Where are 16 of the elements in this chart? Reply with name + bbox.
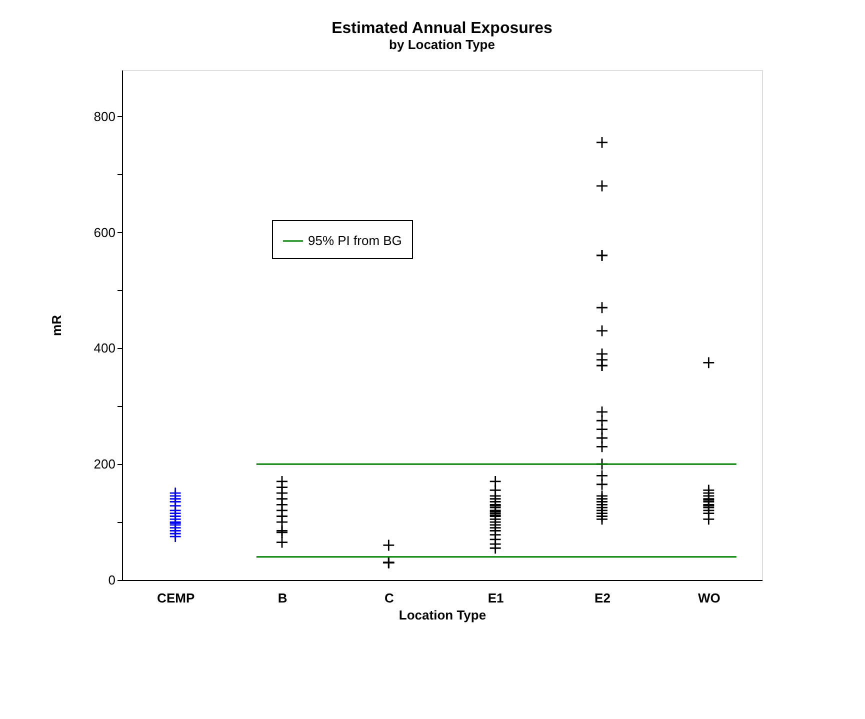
y-axis-title: mR xyxy=(48,314,64,336)
x-tick-label: B xyxy=(278,590,288,606)
x-tick-label: C xyxy=(384,590,394,606)
y-tick-label: 600 xyxy=(94,224,116,240)
x-tick-label: E1 xyxy=(488,590,504,606)
y-tick-label: 200 xyxy=(94,456,116,472)
x-axis-title: Location Type xyxy=(398,608,486,622)
y-tick-label: 400 xyxy=(94,340,116,356)
x-tick-label: E2 xyxy=(594,590,610,606)
y-tick-label: 0 xyxy=(108,572,116,588)
x-tick-label: WO xyxy=(698,590,720,606)
x-tick-label: CEMP xyxy=(157,590,195,606)
legend-label: 95% PI from BG xyxy=(308,233,402,248)
chart-subtitle: by Location Type xyxy=(389,37,495,52)
y-tick-label: 800 xyxy=(94,108,116,124)
chart-title: Estimated Annual Exposures xyxy=(332,20,552,37)
